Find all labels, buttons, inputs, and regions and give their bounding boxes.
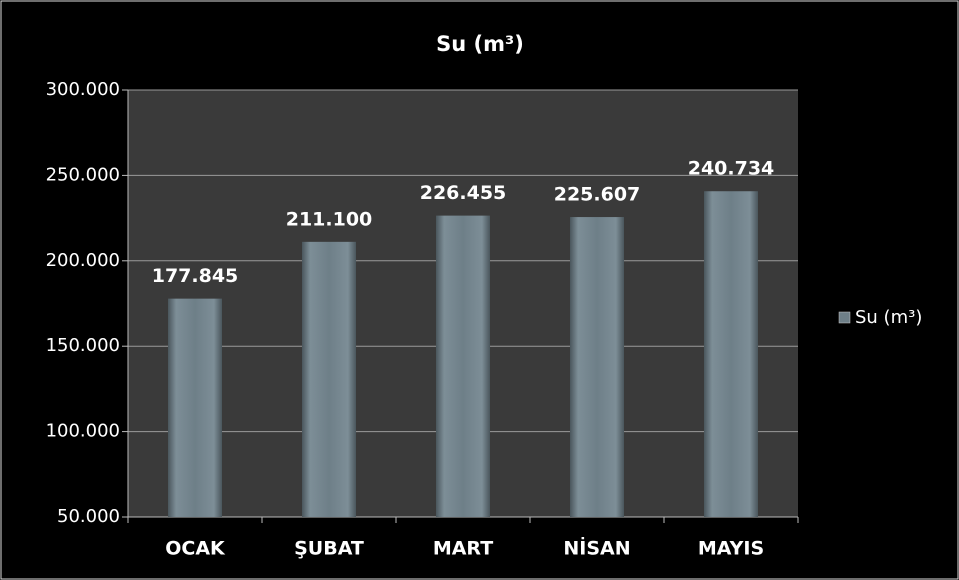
chart-title: Su (m³) bbox=[436, 32, 524, 56]
x-tick-label: OCAK bbox=[165, 538, 226, 560]
bar bbox=[704, 191, 758, 518]
legend-swatch bbox=[838, 311, 851, 324]
y-tick-label: 100.000 bbox=[46, 421, 120, 442]
x-tick-label: ŞUBAT bbox=[294, 538, 364, 560]
y-tick-label: 150.000 bbox=[46, 335, 120, 356]
bar bbox=[436, 215, 490, 517]
y-tick-label: 250.000 bbox=[46, 164, 120, 185]
data-label: 225.607 bbox=[554, 184, 641, 206]
y-tick-label: 200.000 bbox=[46, 250, 120, 271]
x-tick-label: NİSAN bbox=[563, 536, 630, 560]
bar bbox=[168, 298, 222, 517]
data-label: 240.734 bbox=[688, 158, 775, 180]
legend-label: Su (m³) bbox=[855, 307, 922, 328]
x-tick-label: MAYIS bbox=[698, 538, 764, 560]
data-label: 211.100 bbox=[286, 208, 373, 230]
data-label: 226.455 bbox=[420, 182, 507, 204]
data-label: 177.845 bbox=[152, 265, 239, 287]
bar bbox=[570, 217, 624, 518]
y-tick-label: 50.000 bbox=[57, 506, 120, 527]
x-tick-label: MART bbox=[433, 538, 493, 560]
bar bbox=[302, 241, 356, 518]
y-tick-label: 300.000 bbox=[46, 79, 120, 100]
